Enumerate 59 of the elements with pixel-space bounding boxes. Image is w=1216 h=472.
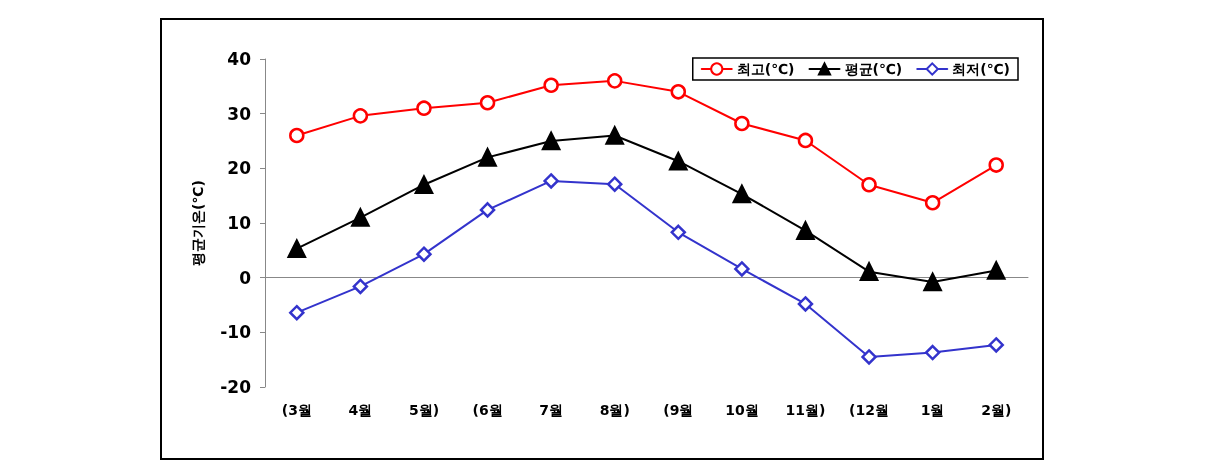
point xyxy=(986,261,1006,280)
legend-label: 평균(℃) xyxy=(844,61,903,77)
x-tick-label: 7월 xyxy=(539,402,563,418)
point xyxy=(479,202,496,218)
point xyxy=(924,344,941,361)
point xyxy=(861,349,877,365)
point xyxy=(734,115,750,132)
point xyxy=(670,224,687,241)
point xyxy=(479,94,496,111)
x-tick-label: 5월) xyxy=(408,402,440,418)
point xyxy=(606,73,623,89)
point xyxy=(352,278,369,295)
y-tick-label: 30 xyxy=(227,103,252,124)
point xyxy=(669,151,688,171)
legend-label: 최고(℃) xyxy=(736,61,795,77)
y-axis-title: 평균기온(℃) xyxy=(190,180,206,266)
point xyxy=(606,176,623,192)
point xyxy=(543,173,559,189)
point xyxy=(797,132,814,149)
x-tick-label: (6월 xyxy=(472,402,503,418)
point xyxy=(924,195,941,211)
point xyxy=(416,100,432,116)
y-tick-label: 10 xyxy=(227,213,252,233)
y-tick-label: 20 xyxy=(227,158,252,179)
point xyxy=(859,262,879,281)
y-tick-label: 40 xyxy=(227,49,252,69)
point xyxy=(478,148,497,167)
y-tick-label: 0 xyxy=(239,267,252,288)
point xyxy=(287,239,307,258)
point xyxy=(289,127,305,144)
point xyxy=(543,77,559,93)
point xyxy=(351,208,370,227)
point xyxy=(670,84,687,100)
x-tick-label: 1월 xyxy=(920,402,945,418)
point xyxy=(541,131,561,151)
point xyxy=(797,296,814,312)
x-tick-label: 8월) xyxy=(599,402,630,418)
x-tick-label: 11월) xyxy=(785,402,826,418)
x-tick-label: 10월 xyxy=(725,402,759,418)
x-tick-label: (12월 xyxy=(849,402,889,418)
point xyxy=(988,337,1004,353)
point xyxy=(734,261,750,277)
x-tick-label: 2월) xyxy=(981,402,1012,418)
point xyxy=(861,176,877,193)
x-tick-label: 4월 xyxy=(348,402,373,418)
x-tick-label: (3월 xyxy=(281,402,312,418)
point xyxy=(732,184,752,204)
point xyxy=(414,175,434,194)
y-tick-label: -10 xyxy=(220,322,252,343)
point xyxy=(289,304,305,321)
point xyxy=(988,157,1004,173)
point xyxy=(416,246,432,262)
point xyxy=(923,272,942,292)
point xyxy=(796,221,815,240)
legend-label: 최저(℃) xyxy=(952,61,1010,77)
x-tick-label: (9월 xyxy=(663,402,694,418)
point xyxy=(352,108,369,124)
y-tick-label: -20 xyxy=(220,377,252,397)
point xyxy=(605,126,624,145)
